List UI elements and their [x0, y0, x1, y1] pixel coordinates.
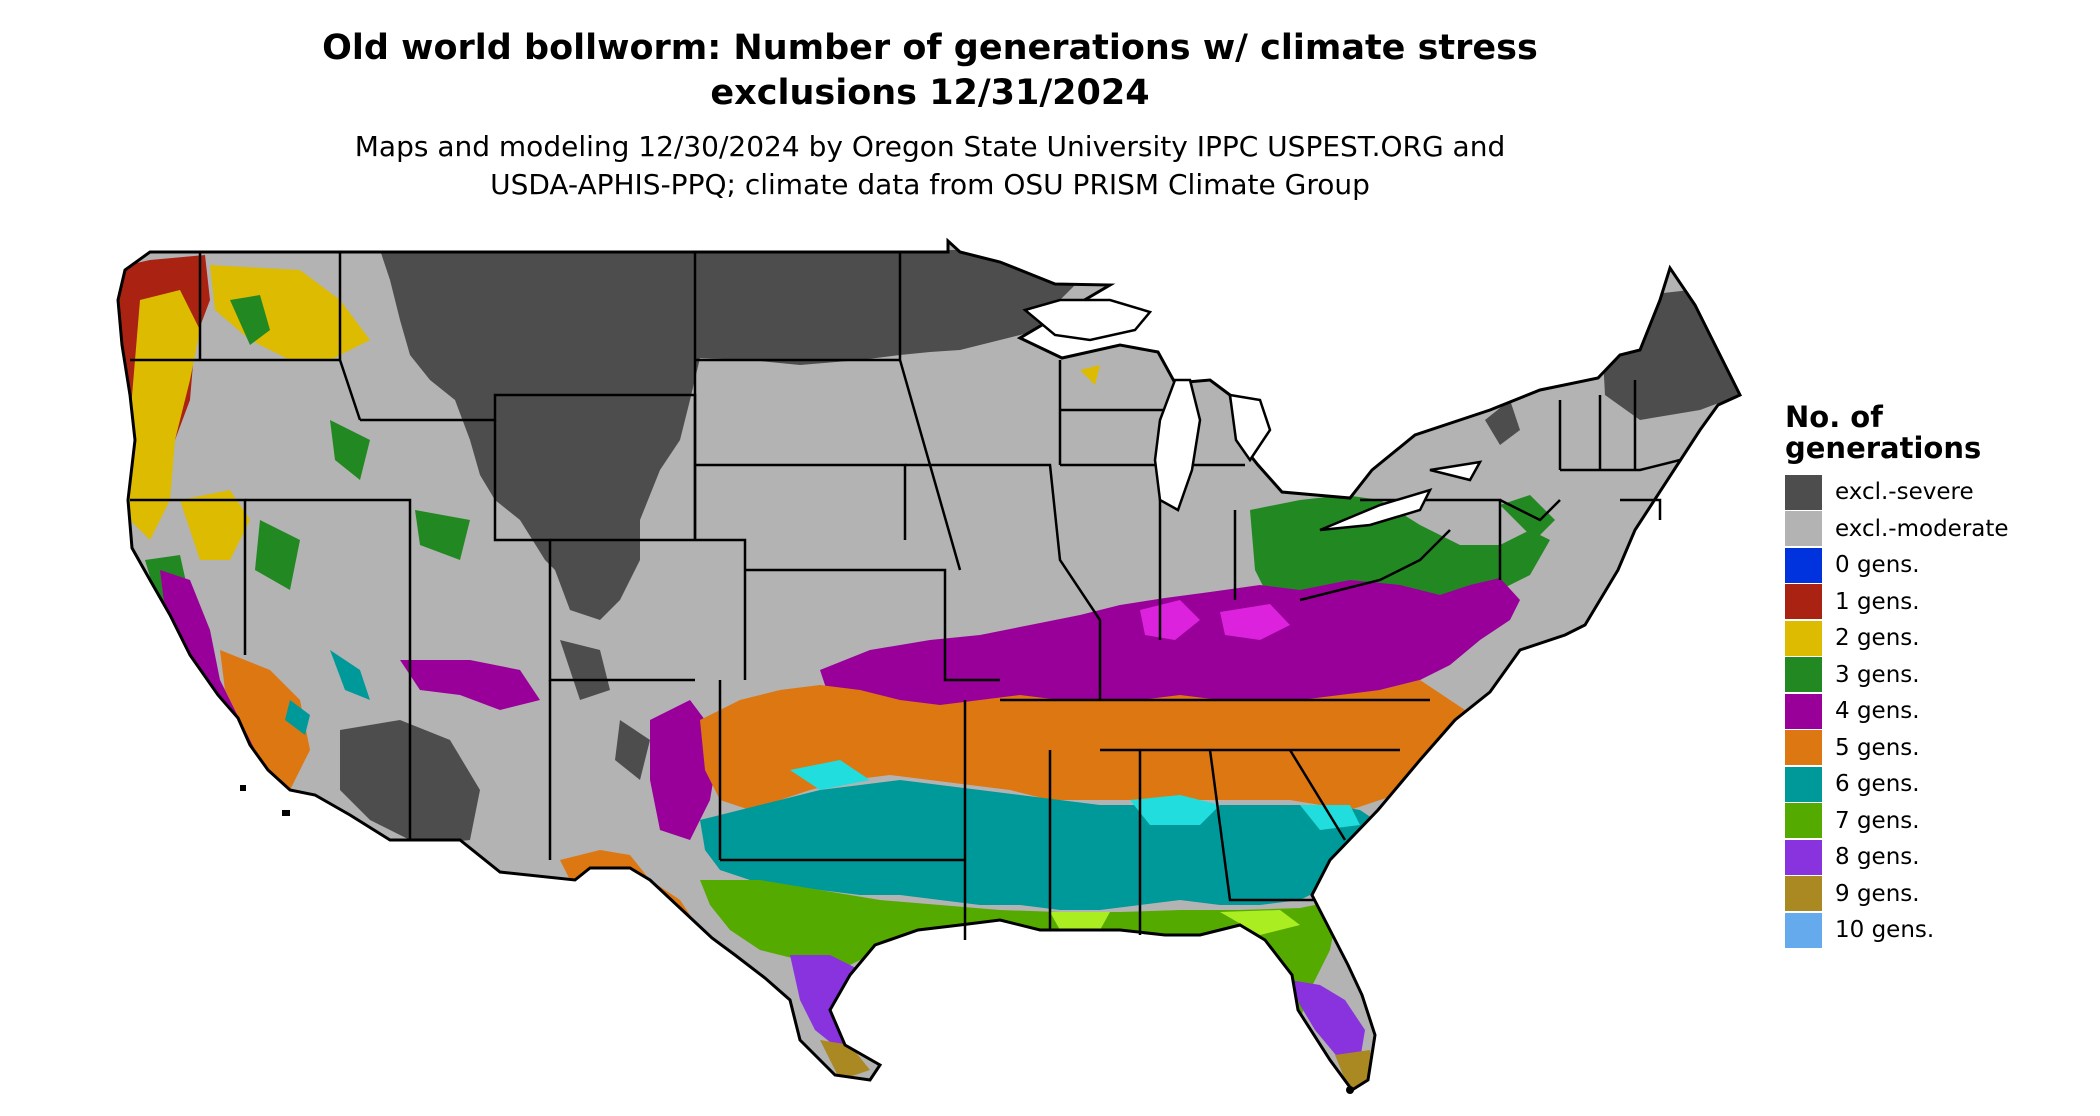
map-subtitle-line-2: USDA-APHIS-PPQ; climate data from OSU PR… [490, 168, 1370, 201]
map-legend: No. of generations excl.-severe excl.-mod… [1785, 402, 2009, 949]
legend-item: 7 gens. [1785, 803, 2009, 840]
legend-label: excl.-moderate [1835, 515, 2009, 542]
legend-swatch [1785, 912, 1822, 948]
legend-label: 4 gens. [1835, 698, 1920, 725]
legend-item: 3 gens. [1785, 657, 2009, 694]
legend-item: 4 gens. [1785, 693, 2009, 730]
legend-swatch [1785, 657, 1822, 693]
legend-swatch [1785, 876, 1822, 912]
legend-item: 5 gens. [1785, 730, 2009, 767]
legend-item: 0 gens. [1785, 547, 2009, 584]
legend-swatch [1785, 474, 1822, 510]
legend-item: excl.-moderate [1785, 511, 2009, 548]
map-title-line-1: Old world bollworm: Number of generation… [322, 28, 1538, 68]
legend-item: 6 gens. [1785, 766, 2009, 803]
legend-label: 1 gens. [1835, 588, 1920, 615]
legend-title-line-2: generations [1785, 431, 1982, 465]
legend-swatch [1785, 839, 1822, 875]
legend-item: 10 gens. [1785, 912, 2009, 949]
legend-label: 3 gens. [1835, 661, 1920, 688]
legend-label: 5 gens. [1835, 734, 1920, 761]
legend-label: 10 gens. [1835, 917, 1935, 944]
legend-swatch [1785, 620, 1822, 656]
legend-label: 7 gens. [1835, 807, 1920, 834]
map-title-line-2: exclusions 12/31/2024 [710, 73, 1150, 113]
legend-swatch [1785, 730, 1822, 766]
legend-item: excl.-severe [1785, 474, 2009, 511]
legend-swatch [1785, 511, 1822, 547]
legend-swatch [1785, 584, 1822, 620]
legend-swatch [1785, 547, 1822, 583]
legend-swatch [1785, 693, 1822, 729]
legend-label: 6 gens. [1835, 771, 1920, 798]
legend-label: 8 gens. [1835, 844, 1920, 871]
legend-title-line-1: No. of [1785, 400, 1883, 434]
legend-swatch [1785, 766, 1822, 802]
legend-label: 0 gens. [1835, 552, 1920, 579]
legend-label: 2 gens. [1835, 625, 1920, 652]
legend-item: 9 gens. [1785, 876, 2009, 913]
legend-title: No. of generations [1785, 402, 2009, 464]
legend-item: 1 gens. [1785, 584, 2009, 621]
legend-label: 9 gens. [1835, 880, 1920, 907]
legend-items: excl.-severe excl.-moderate 0 gens. 1 gens.… [1785, 474, 2009, 949]
legend-swatch [1785, 803, 1822, 839]
legend-item: 8 gens. [1785, 839, 2009, 876]
legend-label: excl.-severe [1835, 479, 1974, 506]
legend-item: 2 gens. [1785, 620, 2009, 657]
map-subtitle-line-1: Maps and modeling 12/30/2024 by Oregon S… [354, 130, 1506, 163]
